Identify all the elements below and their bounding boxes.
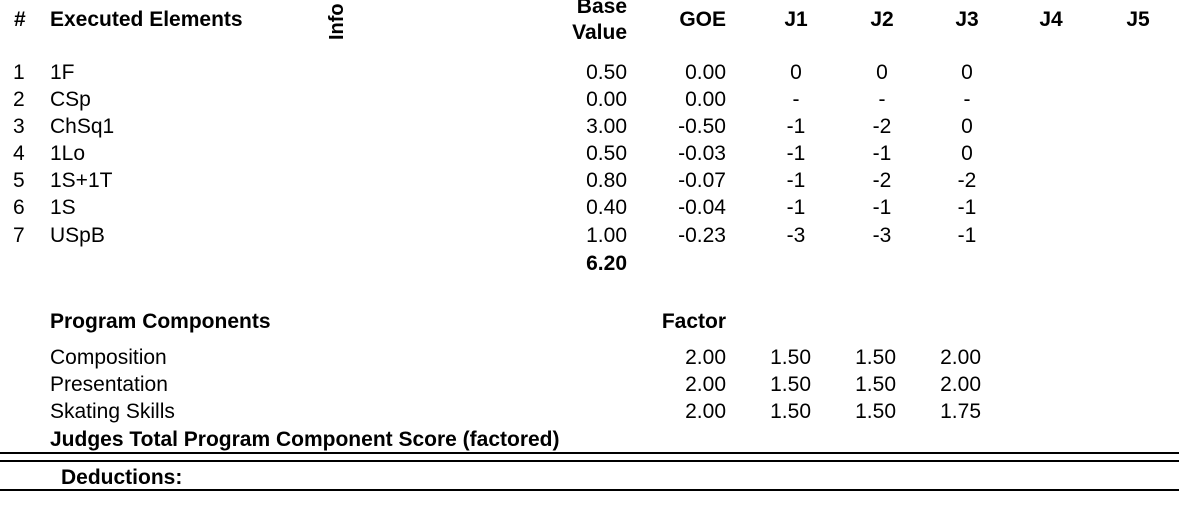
component-j3: 2.00: [940, 373, 981, 396]
element-j1: -1: [786, 142, 806, 165]
component-name: Composition: [50, 346, 167, 369]
element-j2: 0: [876, 61, 888, 84]
element-j3: 0: [961, 142, 973, 165]
element-j1: -1: [786, 196, 806, 219]
element-name: ChSq1: [50, 115, 115, 138]
element-j3: 0: [961, 61, 973, 84]
element-name: 1Lo: [50, 142, 86, 165]
header-executed-elements: Executed Elements: [50, 8, 243, 31]
header-j2: J2: [870, 8, 894, 31]
element-j3: -1: [957, 196, 977, 219]
element-j3: 0: [961, 115, 973, 138]
element-base-value: 0.50: [586, 61, 627, 84]
divider-bottom: [0, 489, 1179, 491]
element-j1: -1: [786, 169, 806, 192]
program-components-title: Program Components: [50, 310, 271, 333]
base-value-total: 6.20: [586, 252, 627, 275]
header-base-value-line1: Base: [576, 0, 627, 18]
element-j3: -1: [957, 224, 977, 247]
element-number: 7: [13, 224, 25, 247]
component-j1: 1.50: [770, 373, 811, 396]
element-name: 1S: [50, 196, 76, 219]
element-name: USpB: [50, 224, 105, 247]
component-factor: 2.00: [685, 373, 726, 396]
element-j2: -1: [872, 142, 892, 165]
element-goe: -0.23: [678, 224, 726, 247]
element-j1: -3: [786, 224, 806, 247]
header-j5: J5: [1126, 8, 1150, 31]
element-j2: -2: [872, 169, 892, 192]
header-j1: J1: [784, 8, 808, 31]
element-number: 6: [13, 196, 25, 219]
element-number: 2: [13, 88, 25, 111]
header-number: #: [14, 8, 26, 31]
element-j2: -: [878, 88, 886, 111]
element-number: 4: [13, 142, 25, 165]
component-factor: 2.00: [685, 400, 726, 423]
factor-header: Factor: [661, 310, 726, 333]
element-base-value: 0.50: [586, 142, 627, 165]
header-goe: GOE: [679, 8, 726, 31]
element-number: 1: [13, 61, 25, 84]
element-j3: -: [963, 88, 971, 111]
component-j2: 1.50: [855, 373, 896, 396]
element-name: 1S+1T: [50, 169, 113, 192]
component-j1: 1.50: [770, 346, 811, 369]
element-j1: -1: [786, 115, 806, 138]
deductions-label: Deductions:: [61, 466, 183, 489]
component-j3: 2.00: [940, 346, 981, 369]
element-base-value: 1.00: [586, 224, 627, 247]
component-j1: 1.50: [770, 400, 811, 423]
component-factor: 2.00: [685, 346, 726, 369]
element-goe: -0.04: [678, 196, 726, 219]
header-j3: J3: [955, 8, 979, 31]
element-name: CSp: [50, 88, 91, 111]
element-j3: -2: [957, 169, 977, 192]
element-number: 3: [13, 115, 25, 138]
element-number: 5: [13, 169, 25, 192]
component-name: Skating Skills: [50, 400, 175, 423]
element-j2: -1: [872, 196, 892, 219]
element-goe: 0.00: [685, 88, 726, 111]
component-j2: 1.50: [855, 400, 896, 423]
header-j4: J4: [1039, 8, 1063, 31]
header-base-value-line2: Value: [572, 21, 627, 44]
element-goe: -0.03: [678, 142, 726, 165]
component-name: Presentation: [50, 373, 168, 396]
element-j1: -: [792, 88, 800, 111]
element-base-value: 0.40: [586, 196, 627, 219]
element-base-value: 0.00: [586, 88, 627, 111]
element-goe: -0.50: [678, 115, 726, 138]
element-base-value: 0.80: [586, 169, 627, 192]
element-goe: -0.07: [678, 169, 726, 192]
element-goe: 0.00: [685, 61, 726, 84]
element-j2: -3: [872, 224, 892, 247]
element-j1: 0: [790, 61, 802, 84]
divider-middle: [0, 460, 1179, 462]
divider-top: [0, 452, 1179, 454]
component-j2: 1.50: [855, 346, 896, 369]
element-j2: -2: [872, 115, 892, 138]
judges-total-component-score-label: Judges Total Program Component Score (fa…: [50, 428, 560, 451]
element-base-value: 3.00: [586, 115, 627, 138]
element-name: 1F: [50, 61, 75, 84]
component-j3: 1.75: [940, 400, 981, 423]
header-info: Info: [326, 3, 348, 40]
